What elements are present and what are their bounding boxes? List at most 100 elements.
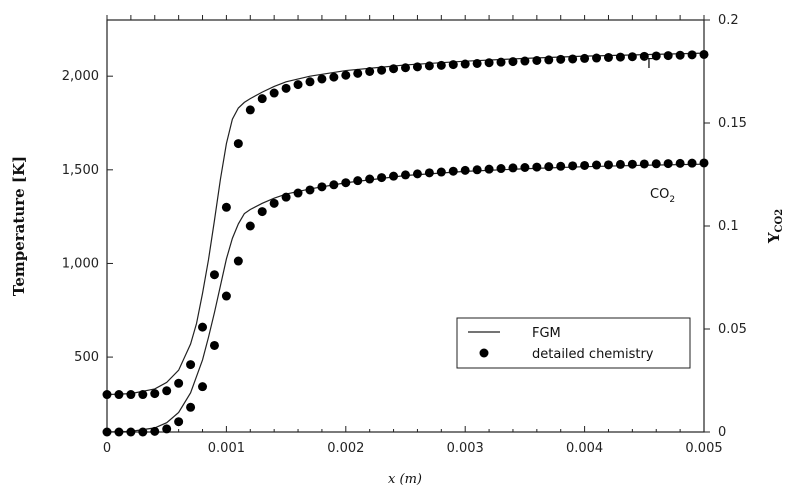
- legend-box: [456, 317, 691, 369]
- co2-detailed-chemistry-point: [245, 221, 255, 231]
- temperature-detailed-chemistry-point: [389, 64, 399, 74]
- temperature-detailed-chemistry-point: [162, 386, 172, 396]
- co2-detailed-chemistry-point: [675, 158, 685, 168]
- plot-area-frame: [106, 19, 705, 433]
- co2-detailed-chemistry-point: [209, 340, 219, 350]
- series-layer: [102, 49, 709, 437]
- temperature-fgm-line: [106, 52, 705, 396]
- co2-detailed-chemistry-point: [520, 163, 530, 172]
- x-tick-label: 0.001: [208, 441, 245, 456]
- temperature-detailed-chemistry-point: [699, 49, 709, 59]
- temperature-detailed-chemistry-point: [293, 80, 303, 90]
- co2-fgm-line: [106, 163, 705, 433]
- y-right-tick-label: 0.1: [718, 219, 739, 234]
- co2-detailed-chemistry-point: [627, 159, 637, 169]
- temperature-detailed-chemistry-point: [138, 390, 148, 400]
- temperature-detailed-chemistry-point: [401, 63, 410, 73]
- legend: FGM detailed chemistry: [456, 317, 691, 369]
- co2-detailed-chemistry-point: [221, 291, 231, 301]
- co2-detailed-chemistry-point: [532, 162, 542, 172]
- y-right-axis-ticks: 0 0.05 0.1 0.15 0.2: [704, 13, 747, 440]
- co2-detailed-chemistry-point: [281, 192, 291, 202]
- temperature-detailed-chemistry-point: [174, 378, 184, 388]
- temperature-detailed-chemistry-point: [365, 67, 375, 76]
- temperature-detailed-chemistry-point: [257, 94, 267, 104]
- co2-detailed-chemistry-point: [460, 165, 470, 175]
- temperature-detailed-chemistry-point: [568, 54, 578, 64]
- temperature-detailed-chemistry-point: [544, 55, 554, 65]
- temperature-detailed-chemistry-point: [209, 270, 219, 280]
- temperature-detailed-chemistry-point: [687, 50, 697, 60]
- co2-detailed-chemistry-point: [269, 198, 279, 208]
- legend-line-label: FGM: [532, 326, 561, 341]
- co2-detailed-chemistry-point: [329, 180, 339, 190]
- co2-detailed-chemistry-point: [556, 161, 566, 171]
- co2-detailed-chemistry-point: [186, 402, 196, 412]
- temperature-detailed-chemistry-point: [329, 72, 339, 82]
- co2-detailed-chemistry-point: [401, 170, 410, 180]
- temperature-detailed-chemistry-point: [102, 390, 112, 400]
- y-left-tick-label: 1,000: [62, 256, 99, 271]
- co2-detailed-chemistry-point: [615, 159, 625, 169]
- temperature-detailed-chemistry-point: [496, 57, 506, 67]
- y-right-tick-label: 0.2: [718, 13, 739, 28]
- co2-detailed-chemistry-point: [639, 159, 649, 169]
- temperature-detailed-chemistry-point: [460, 59, 470, 69]
- co2-detailed-chemistry-point: [544, 162, 554, 172]
- temperature-detailed-chemistry-point: [186, 360, 196, 370]
- co2-detailed-chemistry-point: [651, 159, 661, 169]
- temperature-detailed-chemistry-point: [675, 50, 685, 60]
- co2-detailed-chemistry-point: [436, 167, 446, 177]
- temperature-detailed-chemistry-point: [269, 88, 279, 98]
- x-tick-label: 0.003: [447, 441, 484, 456]
- y-right-tick-label: 0.05: [718, 322, 747, 337]
- co2-detailed-chemistry-point: [353, 176, 363, 186]
- temperature-detailed-chemistry-point: [233, 139, 243, 149]
- temperature-detailed-chemistry-point: [114, 390, 124, 400]
- temperature-detailed-chemistry-point: [556, 54, 566, 64]
- y-left-tick-label: 1,500: [62, 163, 99, 178]
- co2-detailed-chemistry-point: [233, 256, 243, 266]
- temperature-detailed-chemistry-point: [663, 51, 673, 61]
- temperature-detailed-chemistry-point: [317, 74, 327, 84]
- legend-marker-swatch: [479, 348, 489, 358]
- co2-detailed-chemistry-point: [592, 160, 602, 170]
- co2-detailed-chemistry-point: [496, 164, 506, 174]
- x-axis-title: x (m): [388, 472, 422, 487]
- y-left-axis-ticks: 500 1,000 1,500 2,000: [62, 69, 113, 365]
- top-axis-ticks: [106, 15, 705, 20]
- co2-detailed-chemistry-point: [293, 188, 303, 198]
- co2-detailed-chemistry-point: [138, 427, 148, 437]
- co2-detailed-chemistry-point: [424, 168, 434, 178]
- y-right-axis-title: YCO2: [765, 209, 785, 244]
- temperature-detailed-chemistry-point: [484, 58, 494, 68]
- co2-detailed-chemistry-point: [377, 173, 387, 183]
- co2-detailed-chemistry-point: [412, 169, 422, 179]
- x-tick-label: 0.005: [685, 441, 722, 456]
- legend-marker-label: detailed chemistry: [532, 347, 654, 362]
- x-tick-label: 0.004: [566, 441, 603, 456]
- temperature-detailed-chemistry-point: [341, 70, 351, 80]
- temperature-detailed-chemistry-point: [520, 56, 530, 66]
- annotation-co2: CO2: [650, 187, 675, 205]
- temperature-detailed-chemistry-point: [126, 390, 136, 400]
- co2-detailed-chemistry-point: [484, 164, 494, 174]
- temperature-detailed-chemistry-point: [221, 202, 231, 212]
- co2-detailed-chemistry-point: [162, 424, 172, 434]
- co2-detailed-chemistry-point: [150, 426, 160, 436]
- x-tick-label: 0.002: [327, 441, 364, 456]
- temperature-detailed-chemistry-point: [412, 62, 422, 72]
- temperature-detailed-chemistry-point: [651, 51, 661, 61]
- temperature-detailed-chemistry-point: [580, 53, 590, 63]
- y-left-tick-label: 500: [74, 350, 99, 365]
- temperature-detailed-chemistry-point: [353, 68, 363, 78]
- y-right-tick-label: 0: [718, 425, 726, 440]
- x-axis-ticks: 0 0.001 0.002 0.003 0.004 0.005: [103, 426, 723, 456]
- x-tick-label: 0: [103, 441, 111, 456]
- temperature-detailed-chemistry-point: [603, 52, 613, 62]
- co2-detailed-chemistry-point: [389, 171, 399, 181]
- co2-detailed-chemistry-point: [198, 382, 208, 392]
- co2-detailed-chemistry-point: [341, 178, 351, 188]
- co2-detailed-chemistry-point: [603, 160, 613, 170]
